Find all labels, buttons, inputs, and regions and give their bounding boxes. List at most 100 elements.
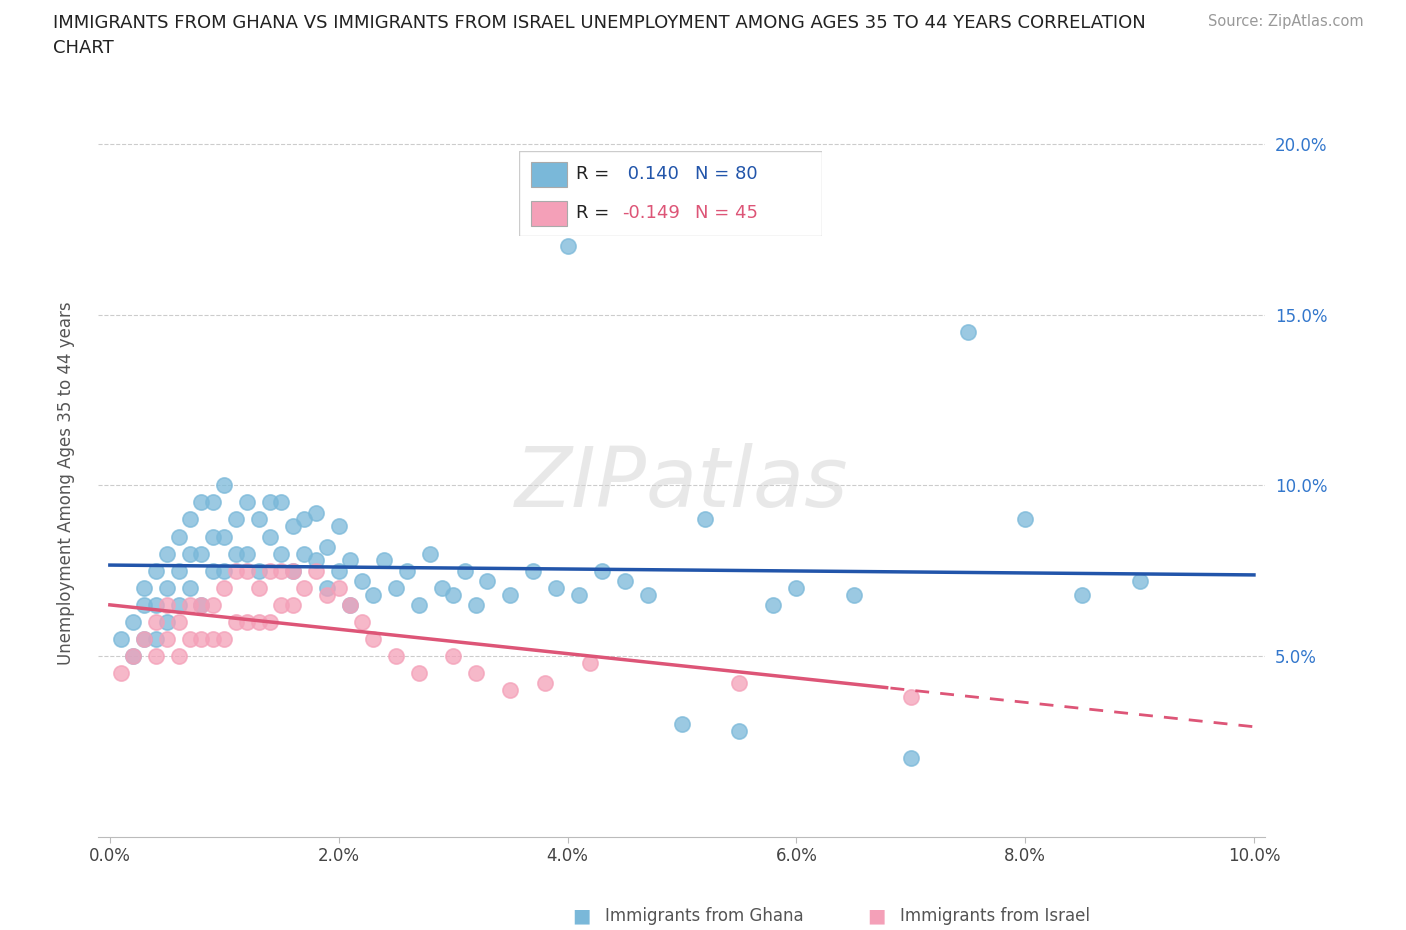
Point <box>465 666 488 681</box>
Point <box>328 580 350 595</box>
Point <box>179 546 201 561</box>
Point <box>134 631 156 646</box>
Point <box>385 580 408 595</box>
Point <box>292 580 315 595</box>
Point <box>339 597 361 612</box>
Point <box>316 539 339 554</box>
Point <box>499 587 522 602</box>
Point <box>179 597 201 612</box>
Point <box>385 648 408 663</box>
Point <box>281 597 304 612</box>
Point <box>214 631 236 646</box>
Point <box>785 580 807 595</box>
Text: ZIPatlas: ZIPatlas <box>515 443 849 525</box>
Point <box>499 683 522 698</box>
Point <box>214 580 236 595</box>
Point <box>396 564 419 578</box>
Point <box>350 615 373 630</box>
Point <box>900 689 922 704</box>
Point <box>693 512 716 527</box>
Point <box>214 564 236 578</box>
Point <box>328 519 350 534</box>
Point <box>259 529 281 544</box>
Point <box>167 648 190 663</box>
Point <box>201 631 224 646</box>
Point <box>134 631 156 646</box>
Point <box>270 495 292 510</box>
Point <box>110 666 132 681</box>
Point <box>533 676 555 691</box>
Point <box>270 546 292 561</box>
Point <box>156 597 179 612</box>
Point <box>179 631 201 646</box>
Point <box>419 546 441 561</box>
Point <box>259 564 281 578</box>
Point <box>190 546 212 561</box>
Point <box>156 631 179 646</box>
Point <box>430 580 453 595</box>
Point <box>1014 512 1036 527</box>
Point <box>281 519 304 534</box>
Point <box>247 564 270 578</box>
Point <box>236 495 259 510</box>
Point <box>167 597 190 612</box>
Point <box>167 564 190 578</box>
Point <box>179 512 201 527</box>
Point <box>842 587 865 602</box>
Point <box>259 495 281 510</box>
Point <box>465 597 488 612</box>
Point <box>145 597 167 612</box>
Point <box>361 587 384 602</box>
Point <box>134 580 156 595</box>
Point <box>201 597 224 612</box>
Point <box>247 580 270 595</box>
Point <box>544 580 567 595</box>
Point <box>270 597 292 612</box>
Point <box>568 587 591 602</box>
Point <box>145 615 167 630</box>
Point <box>762 597 785 612</box>
Point <box>110 631 132 646</box>
Point <box>637 587 659 602</box>
Text: Source: ZipAtlas.com: Source: ZipAtlas.com <box>1208 14 1364 29</box>
Point <box>728 724 751 738</box>
Point <box>292 512 315 527</box>
Point <box>350 574 373 589</box>
Point <box>328 564 350 578</box>
Point <box>591 564 613 578</box>
Point <box>179 580 201 595</box>
Point <box>441 587 464 602</box>
Point <box>281 564 304 578</box>
Point <box>121 648 143 663</box>
Point <box>1128 574 1150 589</box>
Point <box>247 512 270 527</box>
Point <box>956 325 979 339</box>
Point <box>339 597 361 612</box>
Point <box>408 666 430 681</box>
Point <box>728 676 751 691</box>
Point <box>613 574 636 589</box>
Point <box>259 615 281 630</box>
Point <box>281 564 304 578</box>
Point <box>145 564 167 578</box>
Point <box>316 580 339 595</box>
Point <box>236 564 259 578</box>
Point <box>201 495 224 510</box>
Text: ■: ■ <box>868 907 886 925</box>
Point <box>441 648 464 663</box>
Point <box>361 631 384 646</box>
Point <box>121 648 143 663</box>
Point <box>236 546 259 561</box>
Point <box>201 529 224 544</box>
Point <box>167 615 190 630</box>
Point <box>522 564 544 578</box>
Point <box>225 564 247 578</box>
Point <box>1071 587 1094 602</box>
Point <box>214 478 236 493</box>
Point <box>225 615 247 630</box>
Point <box>225 546 247 561</box>
Point <box>121 615 143 630</box>
Text: Immigrants from Israel: Immigrants from Israel <box>900 907 1090 925</box>
Y-axis label: Unemployment Among Ages 35 to 44 years: Unemployment Among Ages 35 to 44 years <box>56 302 75 665</box>
Point <box>292 546 315 561</box>
